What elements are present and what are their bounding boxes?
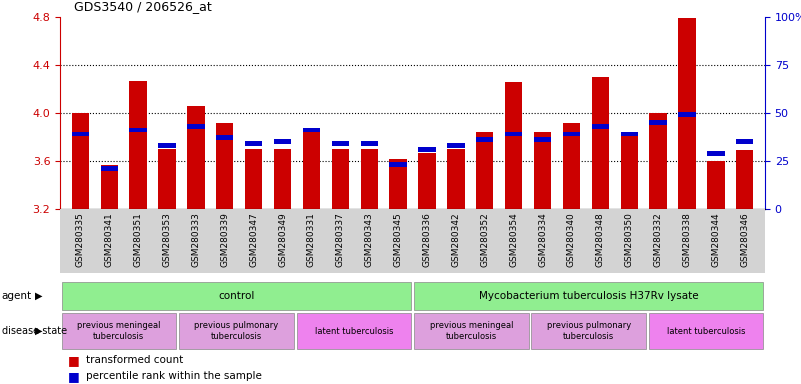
Text: previous pulmonary
tuberculosis: previous pulmonary tuberculosis (546, 321, 631, 341)
Text: GSM280339: GSM280339 (220, 212, 229, 267)
Text: GSM280347: GSM280347 (249, 212, 258, 267)
Text: GSM280340: GSM280340 (567, 212, 576, 267)
Bar (418, 147, 436, 152)
Bar (678, 112, 695, 117)
Text: ■: ■ (68, 370, 80, 383)
Text: GSM280346: GSM280346 (740, 212, 749, 267)
Text: control: control (218, 291, 255, 301)
Bar (159, 143, 175, 148)
Text: GSM280353: GSM280353 (163, 212, 171, 267)
Text: ■: ■ (68, 354, 80, 367)
Text: GSM280350: GSM280350 (625, 212, 634, 267)
Text: percentile rank within the sample: percentile rank within the sample (86, 371, 262, 381)
Text: previous meningeal
tuberculosis: previous meningeal tuberculosis (77, 321, 160, 341)
Text: ▶: ▶ (34, 291, 42, 301)
Bar (71, 132, 89, 136)
Text: GSM280351: GSM280351 (134, 212, 143, 267)
Bar (678, 18, 695, 209)
Bar (130, 81, 147, 209)
Text: GSM280337: GSM280337 (336, 212, 344, 267)
Bar (563, 123, 580, 209)
Text: disease state: disease state (2, 326, 66, 336)
Bar (100, 165, 118, 209)
Bar (736, 151, 754, 209)
Bar (71, 113, 89, 209)
Text: previous pulmonary
tuberculosis: previous pulmonary tuberculosis (194, 321, 279, 341)
Bar (414, 313, 529, 349)
Bar (621, 132, 638, 209)
Bar (332, 149, 349, 209)
Bar (62, 282, 411, 310)
Text: GSM280335: GSM280335 (76, 212, 85, 267)
Bar (650, 113, 666, 209)
Bar (389, 159, 407, 209)
Text: GSM280348: GSM280348 (596, 212, 605, 267)
Bar (245, 141, 262, 146)
Bar (707, 151, 725, 156)
Bar (621, 132, 638, 136)
Text: GSM280338: GSM280338 (682, 212, 691, 267)
Text: GSM280343: GSM280343 (364, 212, 374, 267)
Bar (179, 313, 293, 349)
Text: GSM280349: GSM280349 (278, 212, 287, 267)
Text: latent tuberculosis: latent tuberculosis (667, 327, 746, 336)
Bar (332, 141, 349, 146)
Bar (418, 153, 436, 209)
Text: GSM280331: GSM280331 (307, 212, 316, 267)
Text: transformed count: transformed count (86, 355, 183, 365)
Text: GSM280341: GSM280341 (105, 212, 114, 267)
Bar (505, 82, 522, 209)
Bar (360, 141, 378, 146)
Bar (447, 143, 465, 148)
Bar (360, 149, 378, 209)
Text: GSM280333: GSM280333 (191, 212, 200, 267)
Bar (274, 139, 292, 144)
Bar (303, 127, 320, 132)
Bar (245, 149, 262, 209)
Text: GSM280352: GSM280352 (481, 212, 489, 267)
Bar (563, 132, 580, 136)
Bar (187, 124, 204, 129)
Bar (296, 313, 411, 349)
Text: previous meningeal
tuberculosis: previous meningeal tuberculosis (429, 321, 513, 341)
Text: GSM280342: GSM280342 (451, 212, 461, 267)
Bar (130, 127, 147, 132)
Bar (533, 132, 551, 209)
Text: GDS3540 / 206526_at: GDS3540 / 206526_at (74, 0, 212, 13)
Bar (62, 313, 176, 349)
Text: Mycobacterium tuberculosis H37Rv lysate: Mycobacterium tuberculosis H37Rv lysate (479, 291, 698, 301)
Bar (100, 166, 118, 171)
Bar (476, 137, 493, 142)
Bar (187, 106, 204, 209)
Bar (303, 130, 320, 209)
Bar (650, 120, 666, 125)
Bar (505, 132, 522, 136)
Bar (649, 313, 763, 349)
Text: GSM280354: GSM280354 (509, 212, 518, 267)
Text: GSM280334: GSM280334 (538, 212, 547, 267)
Bar (447, 149, 465, 209)
Text: latent tuberculosis: latent tuberculosis (315, 327, 393, 336)
Bar (592, 124, 609, 129)
Text: GSM280332: GSM280332 (654, 212, 662, 267)
Bar (707, 161, 725, 209)
Bar (533, 137, 551, 142)
Bar (216, 136, 233, 140)
Bar (414, 282, 763, 310)
Bar (592, 77, 609, 209)
Bar (476, 132, 493, 209)
Text: GSM280344: GSM280344 (711, 212, 720, 267)
Bar (389, 162, 407, 167)
Text: ▶: ▶ (34, 326, 42, 336)
Bar (274, 149, 292, 209)
Text: agent: agent (2, 291, 32, 301)
Text: GSM280345: GSM280345 (393, 212, 403, 267)
Bar (216, 123, 233, 209)
Text: GSM280336: GSM280336 (422, 212, 432, 267)
Bar (532, 313, 646, 349)
Bar (736, 139, 754, 144)
Bar (159, 149, 175, 209)
